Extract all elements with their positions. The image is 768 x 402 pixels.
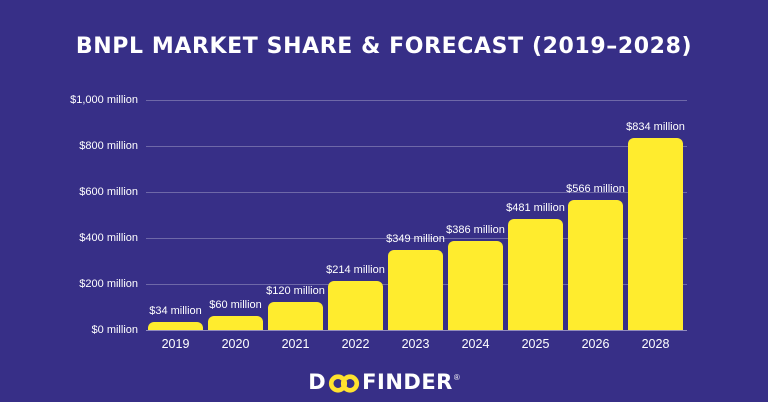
x-tick-label: 2025	[521, 337, 550, 351]
x-tick-label: 2022	[341, 337, 370, 351]
bar-2021	[268, 302, 323, 330]
y-axis-labels: $1,000 million $800 million $600 million $4…	[0, 94, 138, 336]
bar-value-label: $34 million	[149, 305, 202, 318]
bar-2024	[448, 241, 503, 330]
x-tick-label: 2020	[221, 337, 250, 351]
x-tick-label: 2019	[161, 337, 190, 351]
y-tick-label: $0 million	[91, 324, 138, 336]
chart-title: BNPL MARKET SHARE & FORECAST (2019–2028)	[75, 34, 693, 59]
x-tick-label: 2023	[401, 337, 430, 351]
y-tick-label: $600 million	[79, 186, 138, 198]
x-tick-label: 2028	[641, 337, 670, 351]
bar-2022	[328, 280, 383, 330]
bar-2023	[388, 249, 443, 330]
bar-value-label: $60 million	[209, 299, 262, 312]
x-tick-label: 2024	[461, 337, 490, 351]
y-tick-label: $200 million	[79, 278, 138, 290]
bar-chart-plot-area: $34 million 2019 $60 million 2020 $120 milli…	[146, 99, 687, 352]
bar-2025	[508, 219, 563, 330]
bar-value-label: $349 million	[386, 232, 445, 245]
y-tick-label: $400 million	[79, 232, 138, 244]
bar-value-label: $214 million	[326, 263, 385, 276]
doofinder-logo: D FINDER ®	[0, 370, 768, 394]
logo-word-finder: FINDER	[362, 370, 453, 394]
bar-2026	[568, 199, 623, 330]
bar-value-label: $120 million	[266, 285, 325, 298]
gridline	[146, 191, 687, 193]
bar-value-label: $386 million	[446, 224, 505, 237]
y-tick-label: $800 million	[79, 140, 138, 152]
infinity-icon	[329, 374, 360, 393]
bar-2019	[148, 322, 203, 330]
x-tick-label: 2021	[281, 337, 310, 351]
bar-2028	[628, 138, 683, 330]
gridline	[146, 99, 687, 101]
gridline	[146, 145, 687, 147]
logo-letter-d: D	[308, 370, 327, 394]
bar-value-label: $481 million	[506, 202, 565, 215]
y-tick-label: $1,000 million	[70, 94, 138, 106]
gridline	[146, 237, 687, 239]
registered-trademark-mark: ®	[453, 373, 460, 382]
bar-2020	[208, 316, 263, 330]
x-axis-baseline	[146, 329, 687, 331]
bar-value-label: $566 million	[566, 182, 625, 195]
x-tick-label: 2026	[581, 337, 610, 351]
bar-value-label: $834 million	[626, 121, 685, 134]
